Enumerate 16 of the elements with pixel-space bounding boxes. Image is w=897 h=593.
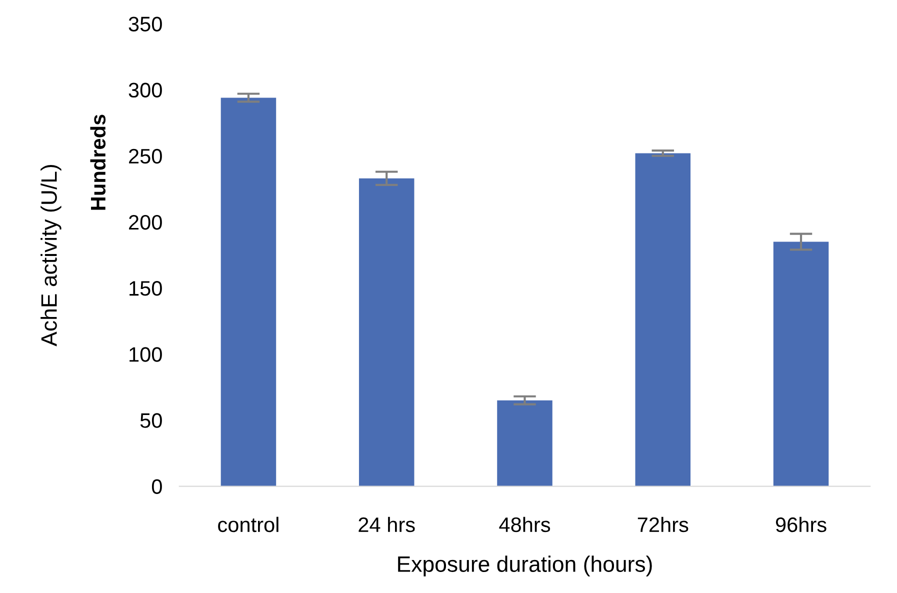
y-tick-label: 100	[130, 347, 162, 362]
x-tick-label: 48hrs	[499, 516, 550, 532]
y-tick-label: 200	[129, 214, 162, 230]
y-tick-label: 150	[130, 281, 162, 296]
x-tick-label: control	[218, 516, 278, 532]
y-tick-label: 350	[128, 16, 162, 32]
x-tick-label: 72hrs	[638, 516, 688, 532]
y-axis-title: AchE activity (U/L)	[40, 164, 62, 346]
y-tick-label: 300	[128, 82, 162, 98]
y-tick-label: 250	[129, 148, 162, 164]
y-tick-label: 50	[140, 413, 162, 428]
text: Hundreds	[90, 114, 106, 210]
x-axis-title: Exposure duration (hours)	[398, 556, 652, 576]
x-tick-label: 96hrs	[776, 516, 826, 532]
x-tick-label: 24 hrs	[358, 516, 415, 532]
y-tick-label: 0	[152, 479, 162, 494]
